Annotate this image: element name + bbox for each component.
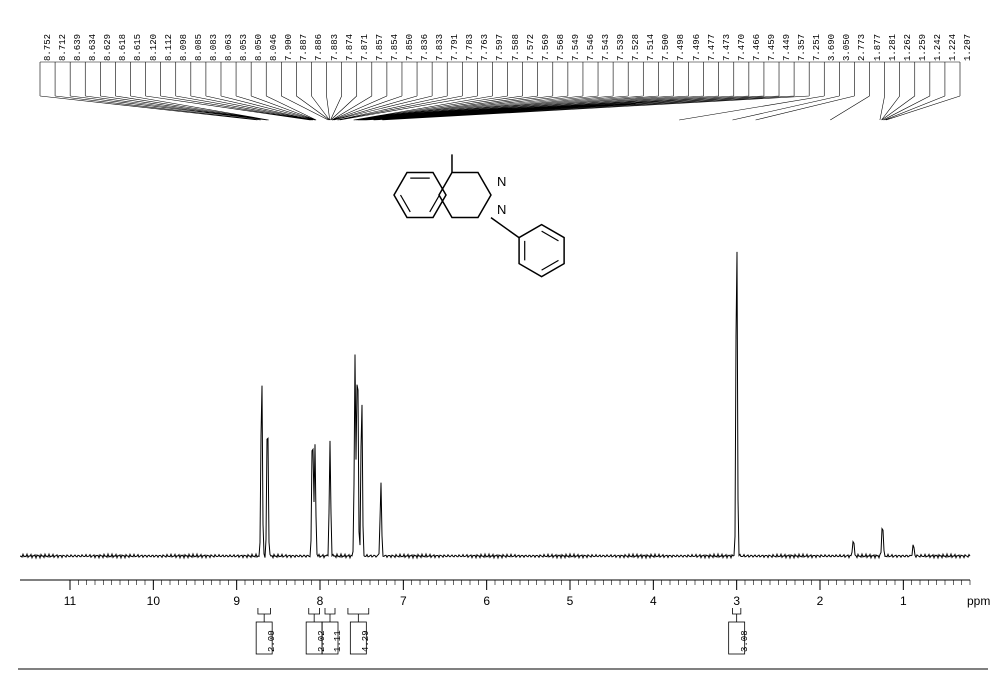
integral-label-layer: 2.00 2.02 1.11 4.29 3.08: [0, 0, 1000, 685]
integral-value: 2.00: [267, 630, 277, 652]
integral-value: 1.11: [333, 630, 343, 652]
nmr-figure: 8.7528.7128.6398.6348.6298.6188.6158.120…: [0, 0, 1000, 685]
integral-value: 2.02: [317, 630, 327, 652]
integral-value: 3.08: [740, 630, 750, 652]
integral-value: 4.29: [361, 630, 371, 652]
axis-unit-label: ppm: [967, 594, 990, 608]
